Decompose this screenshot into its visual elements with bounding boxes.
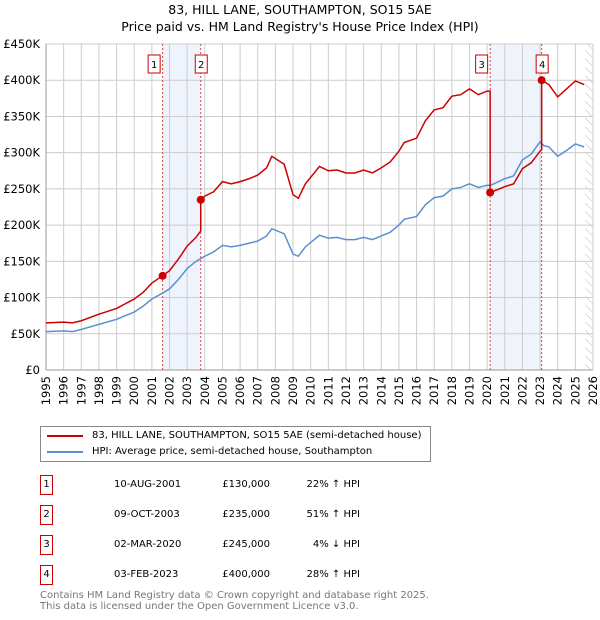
sale-hpi-diff: 4% ↓ HPI (312, 539, 360, 550)
x-tick-label: 2023 (533, 376, 547, 405)
x-tick-label: 2014 (374, 376, 388, 405)
sale-number-badge: 2 (40, 505, 53, 525)
x-tick-label: 1998 (92, 376, 106, 405)
sale-price: £130,000 (222, 479, 270, 490)
legend: 83, HILL LANE, SOUTHAMPTON, SO15 5AE (se… (40, 426, 431, 462)
y-tick-label: £150K (3, 254, 40, 268)
x-tick-label: 2010 (304, 376, 318, 405)
legend-swatch-blue (47, 451, 83, 453)
sale-row: 4 03-FEB-2023 £400,000 28% ↑ HPI (40, 565, 440, 585)
x-tick-label: 1996 (57, 376, 71, 405)
chart-subtitle: Price paid vs. HM Land Registry's House … (121, 19, 479, 34)
y-tick-label: £350K (3, 109, 40, 123)
hpi-line (45, 140, 585, 333)
sale-label: 1 (151, 60, 157, 71)
x-tick-label: 2011 (321, 376, 335, 405)
sale-point (158, 271, 167, 280)
x-tick-label: 2025 (568, 376, 582, 405)
x-tick-label: 1995 (39, 376, 53, 405)
sale-date: 02-MAR-2020 (114, 539, 182, 550)
legend-label: 83, HILL LANE, SOUTHAMPTON, SO15 5AE (se… (92, 430, 422, 441)
y-tick-label: £250K (3, 182, 40, 196)
sale-date: 09-OCT-2003 (114, 509, 180, 520)
sale-price: £400,000 (222, 569, 270, 580)
y-tick-label: £400K (3, 73, 40, 87)
x-tick-label: 2006 (233, 376, 247, 405)
sale-number-badge: 1 (40, 475, 53, 495)
x-tick-label: 2002 (163, 376, 177, 405)
footer-licence: This data is licensed under the Open Gov… (40, 601, 359, 612)
forecast-hatch (585, 44, 593, 370)
sale-hpi-diff: 51% ↑ HPI (306, 509, 360, 520)
x-tick-label: 2017 (427, 376, 441, 405)
x-tick-label: 2013 (357, 376, 371, 405)
x-tick-label: 2001 (145, 376, 159, 405)
sale-label: 2 (198, 60, 204, 71)
x-tick-label: 2019 (462, 376, 476, 405)
x-tick-label: 2007 (251, 376, 265, 405)
legend-item-property: 83, HILL LANE, SOUTHAMPTON, SO15 5AE (se… (47, 429, 422, 443)
x-tick-label: 2015 (392, 376, 406, 405)
x-tick-label: 2012 (339, 376, 353, 405)
sale-number-badge: 3 (40, 535, 53, 555)
y-tick-label: £300K (3, 146, 40, 160)
x-tick-label: 2009 (286, 376, 300, 405)
sale-period-shade (162, 44, 201, 370)
x-tick-label: 2026 (586, 376, 600, 405)
sale-period-shade (490, 44, 542, 370)
x-tick-label: 1999 (110, 376, 124, 405)
x-tick-label: 2005 (215, 376, 229, 405)
sale-label-box (535, 54, 549, 74)
sale-point (196, 195, 205, 204)
sale-label-box (147, 54, 161, 74)
x-tick-label: 2021 (498, 376, 512, 405)
x-tick-label: 2024 (551, 376, 565, 405)
sale-row: 1 10-AUG-2001 £130,000 22% ↑ HPI (40, 475, 440, 495)
footer-copyright: Contains HM Land Registry data © Crown c… (40, 590, 429, 601)
x-tick-label: 2004 (198, 376, 212, 405)
sale-price: £245,000 (222, 539, 270, 550)
x-tick-label: 1997 (74, 376, 88, 405)
x-tick-label: 2016 (410, 376, 424, 405)
legend-label: HPI: Average price, semi-detached house,… (92, 446, 373, 457)
sale-row: 2 09-OCT-2003 £235,000 51% ↑ HPI (40, 505, 440, 525)
sale-label-box (194, 54, 208, 74)
x-tick-label: 2022 (515, 376, 529, 405)
sale-point (486, 188, 495, 197)
property-price-line (45, 78, 585, 324)
y-tick-label: £200K (3, 218, 40, 232)
sale-date: 03-FEB-2023 (114, 569, 179, 580)
x-tick-label: 2008 (268, 376, 282, 405)
y-tick-label: £450K (3, 37, 40, 51)
x-tick-label: 2018 (445, 376, 459, 405)
sale-label: 3 (478, 60, 484, 71)
legend-item-hpi: HPI: Average price, semi-detached house,… (47, 445, 422, 459)
x-tick-label: 2000 (127, 376, 141, 405)
x-tick-label: 2003 (180, 376, 194, 405)
y-tick-label: £50K (11, 327, 41, 341)
y-tick-label: £0 (25, 363, 40, 377)
y-tick-label: £100K (3, 291, 40, 305)
sale-point (537, 76, 546, 85)
sale-hpi-diff: 22% ↑ HPI (306, 479, 360, 490)
sale-number-badge: 4 (40, 565, 53, 585)
sale-hpi-diff: 28% ↑ HPI (306, 569, 360, 580)
x-tick-label: 2020 (480, 376, 494, 405)
footer: Contains HM Land Registry data © Crown c… (40, 590, 429, 612)
sale-label-box (475, 54, 489, 74)
price-chart: 1995 1996 1997 1998 1999 2000 2001 2002 2003 2004… (3, 37, 600, 405)
chart-title: 83, HILL LANE, SOUTHAMPTON, SO15 5AE (168, 2, 432, 17)
sale-label: 4 (539, 60, 545, 71)
sale-date: 10-AUG-2001 (114, 479, 182, 490)
sale-row: 3 02-MAR-2020 £245,000 4% ↓ HPI (40, 535, 440, 555)
legend-swatch-red (47, 435, 83, 437)
sale-price: £235,000 (222, 509, 270, 520)
